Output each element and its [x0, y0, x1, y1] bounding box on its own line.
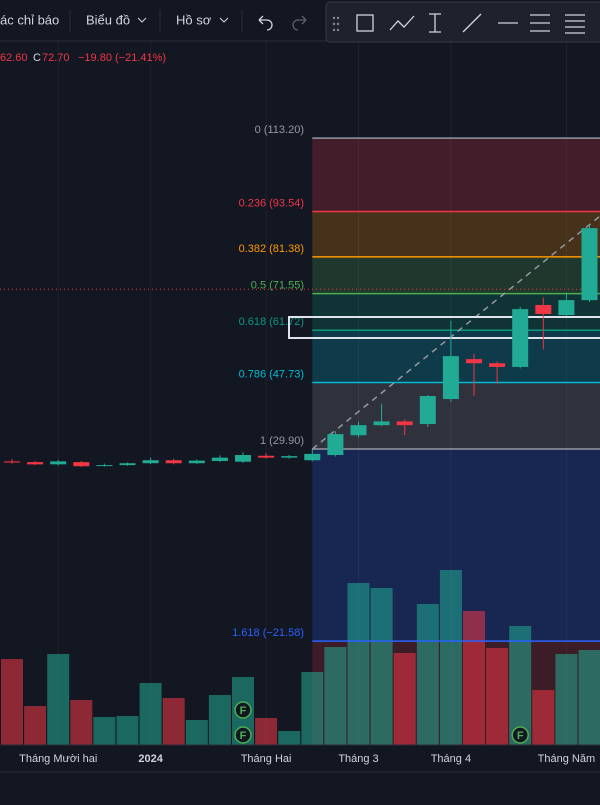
x-tick-label: Tháng 4 [431, 753, 471, 765]
fib-level-label: 0.236 (93.54) [239, 197, 304, 209]
event-label: F [240, 705, 247, 717]
candle-body [120, 463, 136, 465]
fib-band [312, 138, 600, 211]
candle-body [73, 462, 89, 466]
volume-bar [163, 698, 185, 745]
candle-body [443, 356, 459, 399]
volume-bar [555, 654, 577, 745]
fib-level-label: 1.618 (−21.58) [232, 627, 304, 639]
volume-bar [371, 588, 393, 745]
candle-body [27, 462, 43, 464]
x-tick-label: Tháng Năm [538, 753, 595, 765]
fib-band [312, 212, 600, 257]
legend-close-prefix: C [33, 52, 41, 64]
volume-bar [186, 720, 208, 745]
legend-open: 62.60 [0, 52, 28, 64]
candle-body [351, 425, 367, 435]
fib-level-label: 1 (29.90) [260, 435, 304, 447]
candle-body [50, 461, 66, 464]
volume-bar [463, 611, 485, 745]
volume-bar [579, 650, 600, 745]
volume-bar [209, 695, 231, 745]
volume-bar [93, 717, 115, 745]
volume-bar [394, 653, 416, 745]
candle-body [420, 396, 436, 424]
x-tick-label: Tháng Mười hai [19, 753, 97, 765]
candle-body [466, 359, 482, 363]
indicators-button[interactable]: ác chỉ báo [0, 12, 59, 27]
volume-bar [47, 654, 69, 745]
volume-bar [255, 718, 277, 745]
volume-bar [301, 672, 323, 745]
x-tick-label: Tháng 3 [338, 753, 378, 765]
volume-bar [532, 690, 554, 745]
candle-body [96, 465, 112, 466]
fib-level-label: 0.786 (47.73) [239, 368, 304, 380]
volume-bar [140, 683, 162, 745]
volume-bar [417, 604, 439, 745]
candle-body [143, 460, 159, 463]
candle-body [281, 456, 297, 457]
fib-level-label: 0 (113.20) [255, 124, 304, 136]
fib-level-label: 0.382 (81.38) [239, 243, 304, 255]
candle-body [558, 300, 574, 315]
event-label: F [240, 730, 247, 742]
candle-body [189, 461, 205, 464]
candle-body [258, 456, 274, 458]
candle-body [512, 309, 528, 367]
candle-body [166, 460, 182, 463]
volume-bar [486, 648, 508, 745]
candle-body [212, 458, 228, 461]
profile-menu[interactable]: Hồ sơ [176, 12, 212, 27]
volume-bar [440, 570, 462, 745]
candle-body [374, 421, 390, 425]
candle-body [327, 434, 343, 455]
chart-menu[interactable]: Biểu đồ [86, 12, 130, 27]
volume-bar [324, 647, 346, 745]
legend-change: −19.80 (−21.41%) [78, 52, 166, 64]
x-tick-label: 2024 [138, 753, 163, 765]
x-tick-label: Tháng Hai [241, 753, 292, 765]
candle-body [489, 363, 505, 367]
drawing-toolbar [326, 2, 600, 42]
volume-bar [117, 716, 139, 745]
volume-bar [24, 706, 46, 745]
legend-close: 72.70 [42, 52, 70, 64]
volume-bar [70, 700, 92, 745]
candle-body [397, 421, 413, 425]
volume-bar [278, 731, 300, 745]
candle-body [535, 305, 551, 314]
fib-band [312, 294, 600, 331]
volume-bar [348, 583, 370, 745]
event-label: F [517, 730, 524, 742]
candle-body [235, 455, 251, 462]
volume-bar [1, 659, 23, 745]
candle-body [304, 454, 320, 460]
candle-body [4, 461, 20, 462]
candle-body [582, 228, 598, 300]
fib-band [312, 257, 600, 294]
